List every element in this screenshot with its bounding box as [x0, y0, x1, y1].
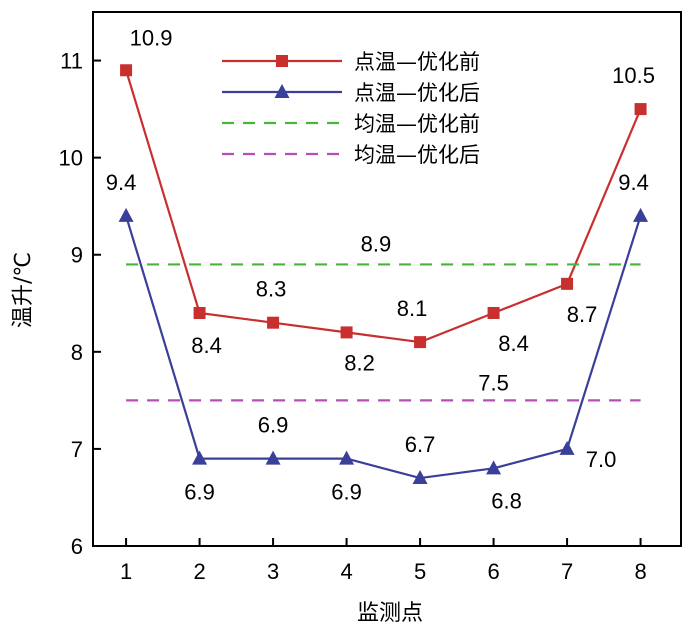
y-axis-title: 温升/℃ [11, 252, 36, 328]
x-tick-label: 8 [634, 559, 646, 584]
series-line-1 [125, 69, 642, 344]
series-1-point [267, 316, 280, 329]
series-2-point [412, 470, 428, 485]
series-2-point [265, 450, 281, 465]
y-tick-label: 11 [60, 49, 83, 74]
series-1-point [634, 103, 647, 116]
series-1-data-label: 8.4 [191, 333, 222, 358]
legend-label-1: 点温—优化前 [354, 50, 480, 74]
y-tick-label: 9 [71, 243, 83, 268]
x-tick-label: 4 [340, 559, 352, 584]
legend-label-3: 均温—优化前 [354, 112, 480, 136]
series-1-point [561, 277, 574, 290]
series-lines [125, 69, 642, 480]
series-1-data-label: 8.1 [397, 296, 428, 321]
series-2-data-label: 6.7 [405, 432, 436, 457]
series-markers [118, 64, 649, 485]
x-tick-label: 5 [414, 559, 426, 584]
series-2-data-label: 6.9 [331, 480, 362, 505]
series-3-data-label: 8.9 [361, 231, 392, 256]
series-1-point [193, 306, 206, 319]
series-line-2 [125, 215, 642, 480]
legend-marker-2 [274, 84, 290, 98]
y-tick-label: 8 [71, 340, 83, 365]
series-2-data-label: 6.9 [184, 480, 215, 505]
series-2-data-label: 6.9 [258, 413, 289, 438]
series-2-point [559, 440, 575, 455]
x-tick-label: 7 [561, 559, 573, 584]
series-1-data-label: 8.7 [567, 302, 598, 327]
series-1-data-label: 8.4 [498, 331, 529, 356]
y-tick-label: 10 [59, 146, 83, 171]
y-tick-label: 6 [71, 534, 83, 559]
series-1-point [340, 326, 353, 339]
x-tick-label: 6 [487, 559, 499, 584]
x-axis-title: 监测点 [357, 601, 423, 626]
series-2-data-label: 9.4 [106, 170, 137, 195]
series-2-data-label: 7.0 [586, 447, 617, 472]
series-1-point [120, 64, 133, 77]
x-tick-label: 3 [267, 559, 279, 584]
series-2-data-label: 6.8 [491, 488, 522, 513]
x-tick-label: 1 [120, 559, 132, 584]
series-1-data-label: 10.9 [130, 25, 173, 50]
series-2-point [192, 450, 208, 465]
series-4-data-label: 7.5 [478, 370, 509, 395]
x-tick-label: 2 [193, 559, 205, 584]
data-labels: 10.9 8.4 8.3 8.2 8.1 8.4 8.7 10.5 9.4 6.9 6.9 6.9 6.… [106, 25, 655, 513]
legend-label-4: 均温—优化后 [354, 143, 480, 167]
series-2-point [118, 207, 134, 222]
series-1-data-label: 8.2 [344, 350, 375, 375]
legend-label-2: 点温—优化后 [354, 81, 480, 105]
plot-frame [92, 11, 682, 547]
y-tick-label: 7 [71, 437, 83, 462]
series-2-data-label: 9.4 [618, 170, 649, 195]
series-1-data-label: 10.5 [612, 63, 655, 88]
series-2-point [633, 207, 649, 222]
series-2-point [339, 450, 355, 465]
series-1-point [414, 336, 427, 349]
legend-marker-1 [276, 55, 288, 67]
series-2-point [486, 460, 502, 475]
series-1-data-label: 8.3 [256, 277, 287, 302]
series-1-point [487, 306, 500, 319]
